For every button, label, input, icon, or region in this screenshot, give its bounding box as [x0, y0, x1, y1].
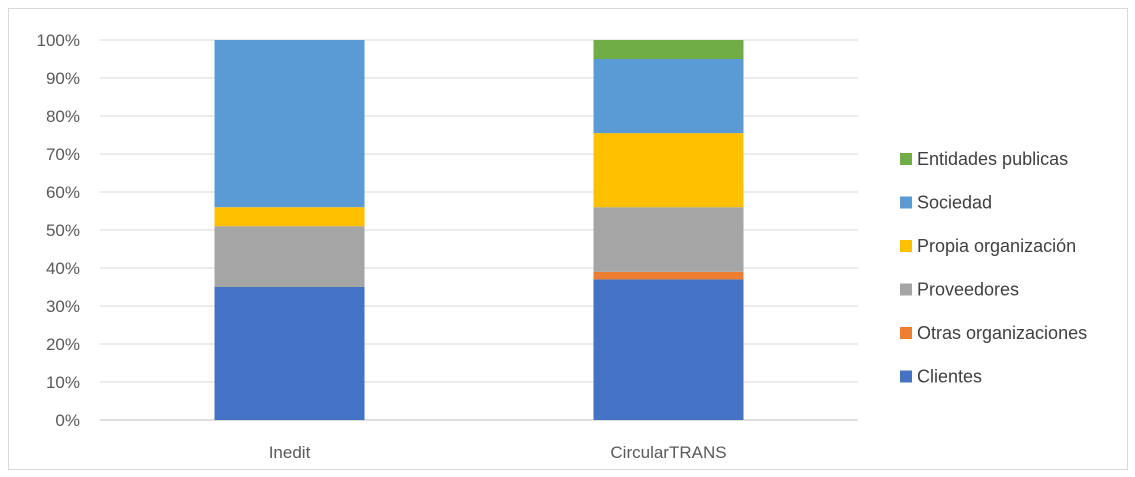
- legend-swatch: [900, 283, 912, 296]
- y-tick-label: 50%: [46, 221, 80, 240]
- legend-swatch: [900, 153, 912, 165]
- bar-segment-propia-organizaci-n: [214, 207, 365, 227]
- legend-swatch: [900, 370, 912, 383]
- y-axis-ticks: 0% 10% 20% 30% 40% 50% 60% 70% 80% 90% 100%: [37, 31, 80, 430]
- y-tick-label: 70%: [46, 145, 80, 164]
- y-tick-label: 10%: [46, 373, 80, 392]
- y-tick-label: 30%: [46, 297, 80, 316]
- legend-swatch: [900, 196, 912, 209]
- legend-label: Entidades publicas: [917, 149, 1068, 169]
- y-tick-label: 0%: [55, 411, 80, 430]
- bar-segment-propia-organizaci-n: [593, 133, 744, 208]
- y-tick-label: 90%: [46, 69, 80, 88]
- legend-label: Clientes: [917, 367, 982, 387]
- x-tick-label: Inedit: [269, 443, 311, 462]
- y-tick-label: 80%: [46, 107, 80, 126]
- bar-segment-otras-organizaciones: [593, 271, 744, 280]
- bar-segment-clientes: [214, 287, 365, 420]
- legend: Entidades publicas Sociedad Propia organiz…: [900, 149, 1087, 387]
- x-axis-ticks: Inedit CircularTRANS: [269, 443, 727, 462]
- bars: [214, 40, 744, 420]
- legend-label: Propia organización: [917, 236, 1076, 256]
- y-tick-label: 20%: [46, 335, 80, 354]
- bar-segment-entidades-publicas: [593, 40, 744, 59]
- y-tick-label: 100%: [37, 31, 80, 50]
- y-tick-label: 60%: [46, 183, 80, 202]
- x-tick-label: CircularTRANS: [610, 443, 726, 462]
- chart-frame: [8, 8, 1128, 470]
- bar-segment-proveedores: [214, 226, 365, 287]
- y-tick-label: 40%: [46, 259, 80, 278]
- bar-segment-sociedad: [593, 59, 744, 134]
- legend-swatch: [900, 240, 912, 252]
- gridlines: [100, 39, 858, 421]
- legend-label: Proveedores: [917, 280, 1019, 300]
- legend-swatch: [900, 327, 912, 339]
- bar-segment-sociedad: [214, 40, 365, 208]
- legend-label: Sociedad: [917, 193, 992, 213]
- bar-segment-proveedores: [593, 207, 744, 272]
- legend-label: Otras organizaciones: [917, 323, 1087, 343]
- bar-segment-clientes: [593, 279, 744, 420]
